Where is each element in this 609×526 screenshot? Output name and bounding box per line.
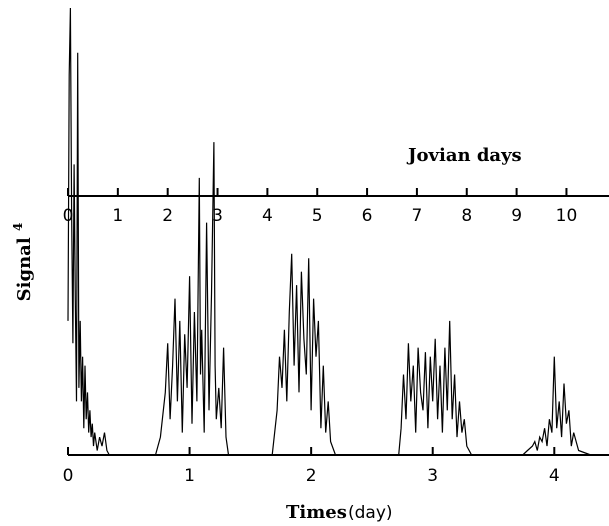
y-axis-title: Signal 4 bbox=[11, 223, 35, 302]
y-axis-title-superscript: 4 bbox=[11, 223, 25, 231]
series-layer bbox=[68, 8, 591, 455]
jovian-days-label: Jovian days bbox=[406, 145, 522, 166]
x-tick-label: 0 bbox=[63, 466, 74, 486]
jovian-tick-label: 1 bbox=[112, 206, 123, 226]
y-axis-title-text: Signal bbox=[14, 237, 35, 301]
x-tick-label: 1 bbox=[184, 466, 195, 486]
ticks-layer: 0 1 2 3 40 1 2 3 4 5 6 7 8 9 10 bbox=[63, 188, 578, 486]
x-tick-label: 4 bbox=[549, 466, 560, 486]
jovian-tick-label: 4 bbox=[262, 206, 273, 226]
jovian-tick-label: 6 bbox=[362, 206, 373, 226]
x-axis-title: Times bbox=[286, 502, 347, 523]
signal-series-line bbox=[68, 8, 591, 455]
jovian-tick-label: 8 bbox=[461, 206, 472, 226]
jovian-tick-label: 5 bbox=[312, 206, 323, 226]
x-axis-unit: (day) bbox=[348, 503, 393, 523]
jovian-tick-label: 10 bbox=[556, 206, 578, 226]
x-tick-label: 2 bbox=[306, 466, 317, 486]
jovian-tick-label: 2 bbox=[162, 206, 173, 226]
jovian-tick-label: 9 bbox=[511, 206, 522, 226]
jovian-tick-label: 7 bbox=[412, 206, 423, 226]
x-tick-label: 3 bbox=[427, 466, 438, 486]
